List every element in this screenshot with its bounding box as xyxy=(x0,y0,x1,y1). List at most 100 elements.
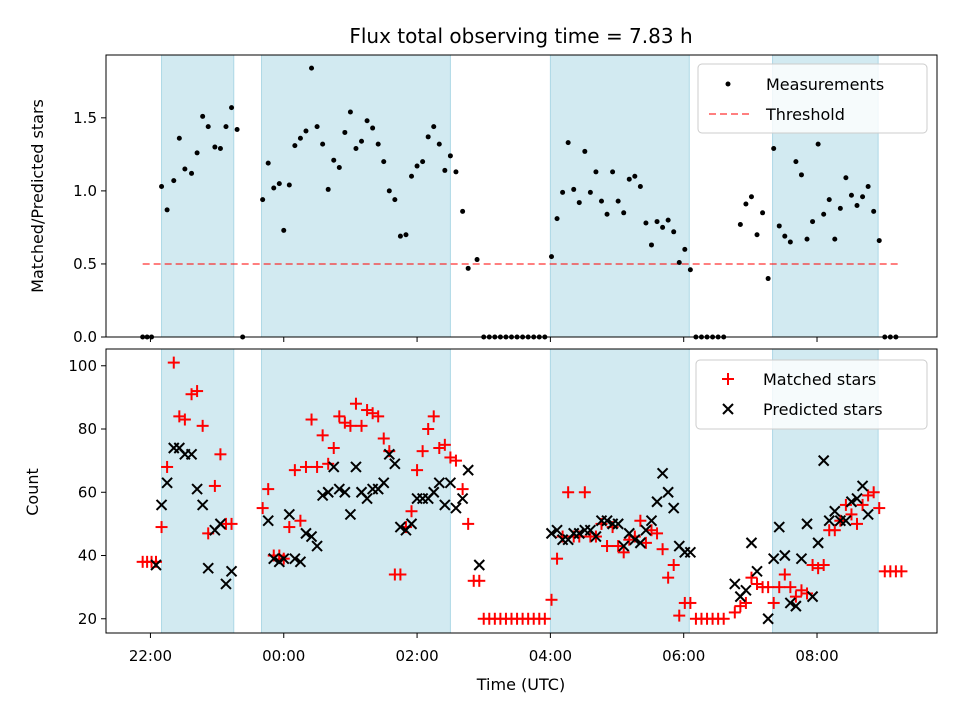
matched-star-point xyxy=(161,460,174,473)
measurement-point xyxy=(453,169,459,175)
legend-predicted-marker xyxy=(722,403,734,415)
measurement-point xyxy=(474,257,480,263)
measurement-point xyxy=(660,224,666,230)
bottom-legend: Matched stars Predicted stars xyxy=(695,359,928,430)
matched-star-point xyxy=(167,356,180,369)
matched-star-point xyxy=(299,460,312,473)
predicted-star-point xyxy=(428,486,440,498)
measurement-point xyxy=(815,141,821,147)
predicted-star-point xyxy=(268,552,280,565)
x-tick-label: 06:00 xyxy=(662,647,705,665)
predicted-star-point xyxy=(214,518,227,530)
matched-star-point xyxy=(867,486,880,499)
top-legend: Measurements Threshold xyxy=(697,63,928,134)
matched-star-point xyxy=(717,612,730,625)
measurement-point xyxy=(176,135,182,141)
predicted-star-point xyxy=(462,464,474,476)
predicted-star-point xyxy=(378,477,390,489)
measurement-point xyxy=(336,165,342,171)
measurement-point xyxy=(460,208,466,214)
y-tick-label: 80 xyxy=(78,420,97,438)
predicted-star-point xyxy=(433,477,445,489)
measurement-point xyxy=(414,163,420,169)
matched-star-point xyxy=(851,517,864,530)
measurement-point xyxy=(194,150,200,156)
predicted-star-point xyxy=(278,552,290,565)
matched-star-point xyxy=(684,596,697,609)
matched-star-point xyxy=(283,521,296,534)
measurement-point xyxy=(409,173,415,179)
predicted-star-point xyxy=(316,489,329,502)
matched-star-point xyxy=(208,479,221,492)
measurement-point xyxy=(370,125,376,131)
matched-star-point xyxy=(856,498,869,511)
predicted-star-point xyxy=(545,527,558,540)
legend-matched-marker xyxy=(722,373,734,385)
bottom-y-axis-label: Count xyxy=(23,468,42,516)
matched-star-point xyxy=(256,502,269,515)
predicted-star-point xyxy=(806,590,819,603)
measurement-point xyxy=(548,254,554,260)
predicted-star-point xyxy=(823,515,835,527)
matched-star-point xyxy=(225,517,238,530)
predicted-star-point xyxy=(344,508,357,521)
matched-star-point xyxy=(344,419,357,432)
predicted-star-point xyxy=(322,486,334,498)
predicted-star-point xyxy=(618,540,630,552)
predicted-star-point xyxy=(779,549,791,562)
measurement-point xyxy=(189,170,195,176)
measurement-point xyxy=(687,267,693,273)
matched-star-point xyxy=(438,438,451,451)
matched-star-point xyxy=(377,432,390,445)
matched-star-point xyxy=(214,448,227,461)
predicted-star-point xyxy=(856,480,869,492)
measurement-point xyxy=(403,232,409,238)
matched-star-point xyxy=(178,413,191,426)
predicted-star-point xyxy=(773,521,785,533)
measurement-point xyxy=(320,141,326,147)
matched-star-point xyxy=(767,596,780,609)
x-tick-label: 02:00 xyxy=(395,647,438,665)
measurement-point xyxy=(375,141,381,147)
matched-star-point xyxy=(801,587,814,600)
predicted-star-point xyxy=(405,518,418,530)
measurement-point xyxy=(860,194,866,200)
matched-star-point xyxy=(612,540,625,553)
matched-star-point xyxy=(416,445,429,458)
measurement-point xyxy=(234,127,240,133)
measurement-point xyxy=(671,229,677,235)
measurement-point xyxy=(381,159,387,165)
matched-star-point xyxy=(316,429,329,442)
predicted-star-point xyxy=(389,458,401,470)
predicted-star-point xyxy=(634,537,647,549)
bottom-series xyxy=(136,356,908,625)
measurement-point xyxy=(447,153,453,159)
measurement-point xyxy=(164,207,170,213)
x-tick-label: 00:00 xyxy=(262,647,305,665)
x-axis-label: Time (UTC) xyxy=(476,675,565,694)
matched-star-point xyxy=(551,552,564,565)
matched-star-point xyxy=(895,565,908,578)
measurement-point xyxy=(743,201,749,207)
predicted-star-point xyxy=(394,521,407,533)
measurement-point xyxy=(682,246,688,252)
measurement-point xyxy=(297,135,303,141)
measurement-point xyxy=(303,128,309,134)
shaded-interval xyxy=(261,348,451,634)
predicted-star-point xyxy=(651,496,663,508)
measurement-point xyxy=(593,169,599,175)
bottom-frame xyxy=(105,348,938,634)
predicted-star-point xyxy=(784,597,797,609)
measurement-point xyxy=(748,194,754,200)
matched-star-point xyxy=(845,508,858,521)
predicted-star-point xyxy=(845,496,858,508)
matched-star-point xyxy=(411,464,424,477)
measurement-point xyxy=(182,166,188,172)
measurement-point xyxy=(314,124,320,130)
predicted-star-point xyxy=(829,505,841,517)
matched-star-point xyxy=(394,568,407,581)
top-frame xyxy=(105,54,938,338)
matched-star-point xyxy=(327,441,340,454)
predicted-star-point xyxy=(729,578,741,590)
shaded-interval xyxy=(261,54,451,338)
